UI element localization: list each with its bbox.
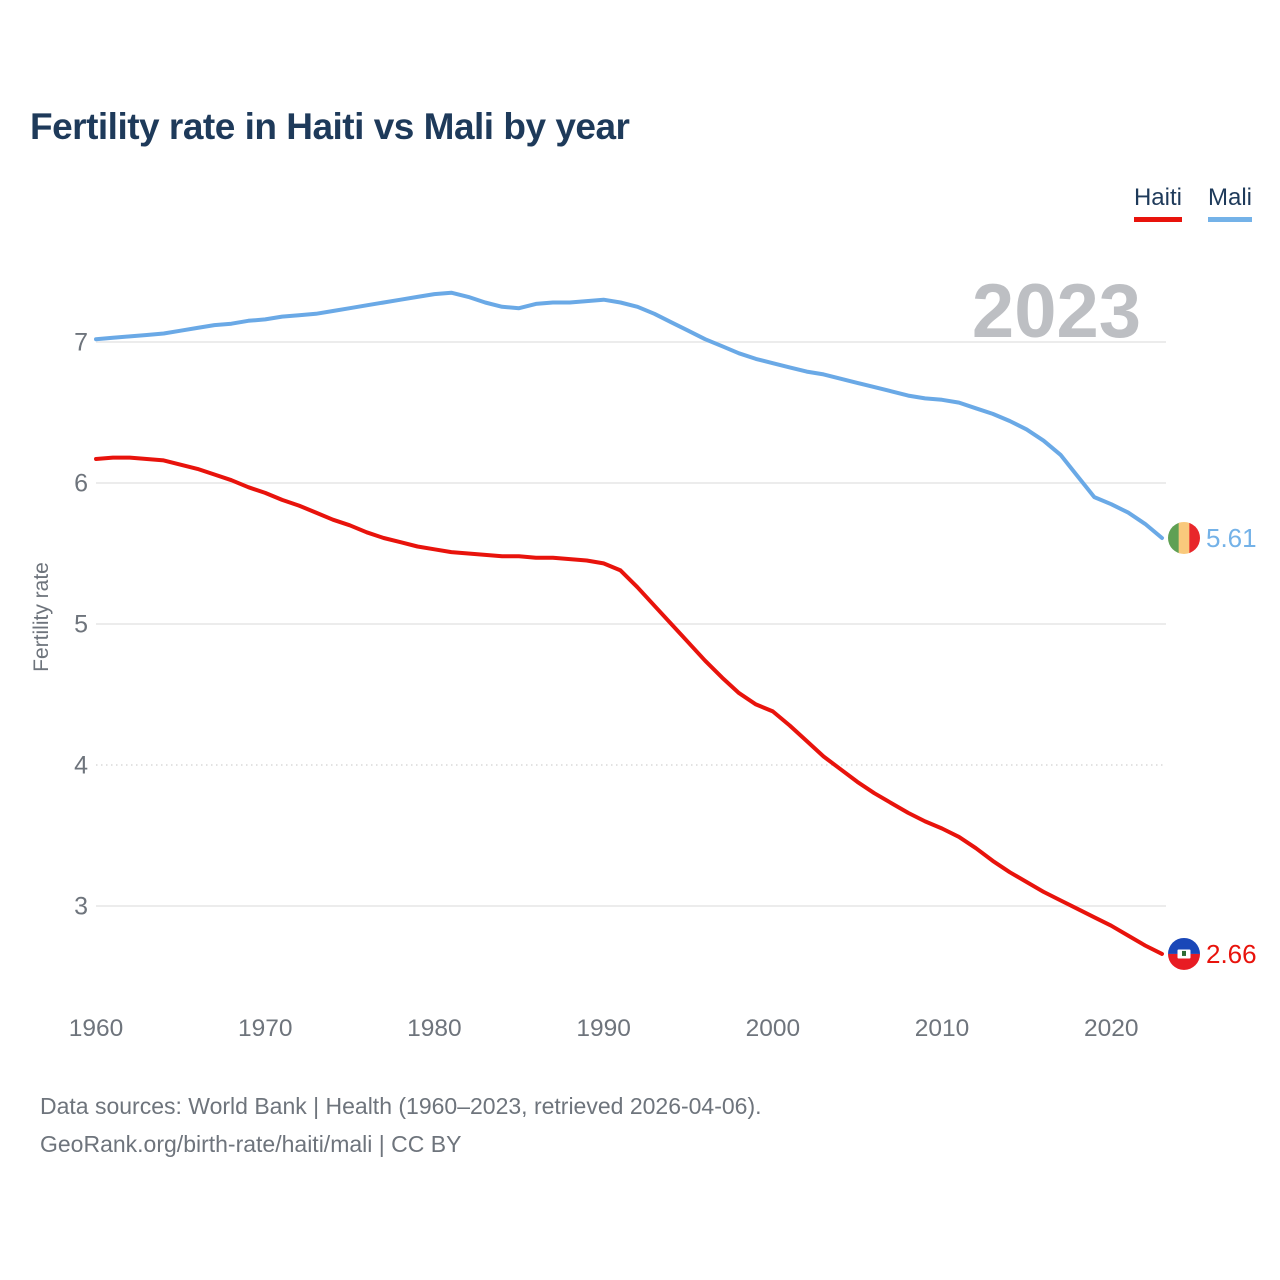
x-tick-1980: 1980 (407, 1015, 462, 1042)
x-tick-2010: 2010 (915, 1015, 970, 1042)
legend-label-haiti: Haiti (1133, 184, 1182, 211)
footer-attribution: GeoRank.org/birth-rate/haiti/mali | CC B… (40, 1131, 462, 1157)
watermark-year: 2023 (972, 269, 1141, 354)
haiti-end-label: 2.66 (1206, 939, 1257, 969)
chart-footer: Data sources: World Bank | Health (1960–… (40, 1087, 762, 1163)
legend-swatch-mali (1207, 217, 1252, 222)
legend-item-mali[interactable]: Mali (1207, 184, 1252, 222)
mali-end-label: 5.61 (1206, 523, 1257, 553)
x-tick-1970: 1970 (238, 1015, 293, 1042)
x-tick-2000: 2000 (746, 1015, 801, 1042)
mali-line (94, 290, 1164, 540)
y-tick-7: 7 (74, 329, 88, 357)
x-tick-1990: 1990 (576, 1015, 631, 1042)
y-tick-6: 6 (74, 470, 88, 498)
chart-title: Fertility rate in Haiti vs Mali by year (30, 106, 630, 147)
x-tick-1960: 1960 (69, 1015, 124, 1042)
footer-sources: Data sources: World Bank | Health (1960–… (40, 1093, 762, 1119)
x-tick-2020: 2020 (1084, 1015, 1139, 1042)
y-tick-5: 5 (74, 611, 88, 639)
haiti-flag-icon (1168, 937, 1200, 970)
legend-item-haiti[interactable]: Haiti (1133, 184, 1182, 222)
y-tick-3: 3 (74, 893, 88, 921)
y-axis-title: Fertility rate (30, 562, 53, 672)
legend-swatch-haiti (1133, 217, 1182, 222)
mali-flag-icon (1168, 521, 1200, 554)
legend-label-mali: Mali (1207, 184, 1252, 211)
haiti-line (94, 455, 1164, 956)
chart-legend: Haiti Mali (1133, 184, 1252, 222)
y-tick-4: 4 (74, 752, 88, 780)
